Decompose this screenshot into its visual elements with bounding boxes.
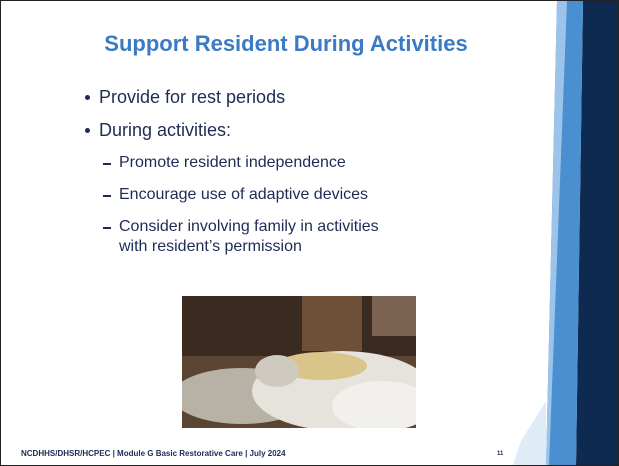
slide: Support Resident During Activities Provi… [0, 0, 619, 466]
sub-bullet-marker [103, 227, 111, 229]
footer-text: NCDHHS/DHSR/HCPEC | Module G Basic Resto… [21, 449, 286, 458]
sub-bullet-marker [103, 195, 111, 197]
sub-bullet-item: Consider involving family in activities … [103, 217, 409, 257]
sub-bullet-item: Promote resident independence [103, 153, 409, 173]
bullet-marker [85, 128, 90, 133]
bullet-text: During activities: [99, 120, 231, 140]
slide-title: Support Resident During Activities [21, 31, 551, 57]
sub-bullet-item: Encourage use of adaptive devices [103, 185, 409, 205]
bullet-list: Provide for rest periods During activitie… [85, 87, 425, 269]
bullet-marker [85, 95, 90, 100]
sub-bullet-marker [103, 163, 111, 165]
bullet-item: Provide for rest periods [85, 87, 425, 108]
sub-bullet-text: Consider involving family in activities … [119, 218, 379, 255]
sub-bullet-text: Promote resident independence [119, 154, 346, 171]
page-number: 11 [497, 451, 503, 457]
bullet-text: Provide for rest periods [99, 87, 285, 107]
photo [182, 296, 416, 428]
bullet-item: During activities: [85, 120, 425, 141]
sub-list: Promote resident independence Encourage u… [85, 153, 425, 257]
sub-bullet-text: Encourage use of adaptive devices [119, 186, 368, 203]
